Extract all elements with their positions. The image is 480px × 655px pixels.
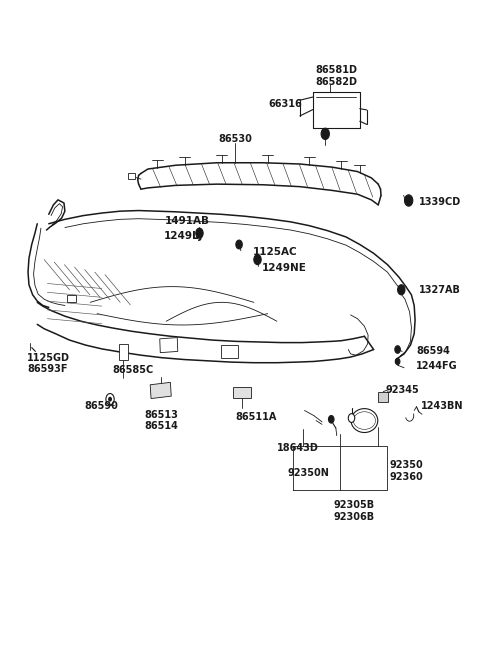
Text: 86513
86514: 86513 86514 [145,410,179,432]
Text: 86581D
86582D: 86581D 86582D [316,66,358,86]
Text: 92350
92360: 92350 92360 [389,460,423,481]
Circle shape [108,398,111,401]
Text: 1339CD: 1339CD [419,196,461,207]
Bar [378,392,388,402]
Text: 92305B
92306B: 92305B 92306B [334,500,375,522]
Bar [160,337,178,352]
Text: 1491AB: 1491AB [165,215,209,225]
Text: 1243BN: 1243BN [420,401,463,411]
Circle shape [236,240,242,249]
Text: 86511A: 86511A [236,412,277,422]
Circle shape [254,255,261,265]
Circle shape [196,228,203,238]
Circle shape [396,358,400,365]
Bar [67,295,76,303]
Text: 92345: 92345 [385,385,419,396]
Text: 86594: 86594 [416,346,450,356]
Bar [119,344,128,360]
Ellipse shape [353,412,375,430]
Text: 1244FG: 1244FG [416,362,457,371]
Circle shape [397,285,405,295]
Text: 86530: 86530 [218,134,252,144]
Text: 86590: 86590 [85,401,119,411]
Text: 86585C: 86585C [112,365,154,375]
Text: 92350N: 92350N [287,468,329,478]
Text: 1327AB: 1327AB [420,285,461,295]
Circle shape [328,415,334,423]
Circle shape [321,128,329,140]
Bar [233,386,251,398]
Ellipse shape [351,409,378,432]
Circle shape [106,394,114,405]
Circle shape [405,195,413,206]
Text: 18643D: 18643D [277,443,319,453]
Bar [150,383,171,398]
Text: 1249LJ: 1249LJ [164,231,204,241]
Text: 1125AC: 1125AC [253,247,298,257]
Text: 66316: 66316 [268,100,302,109]
Circle shape [348,414,355,422]
Circle shape [395,346,400,353]
Text: 1125GD
86593F: 1125GD 86593F [27,352,70,374]
Text: 1249NE: 1249NE [262,263,307,273]
Bar [221,345,238,358]
Bar [129,173,135,179]
